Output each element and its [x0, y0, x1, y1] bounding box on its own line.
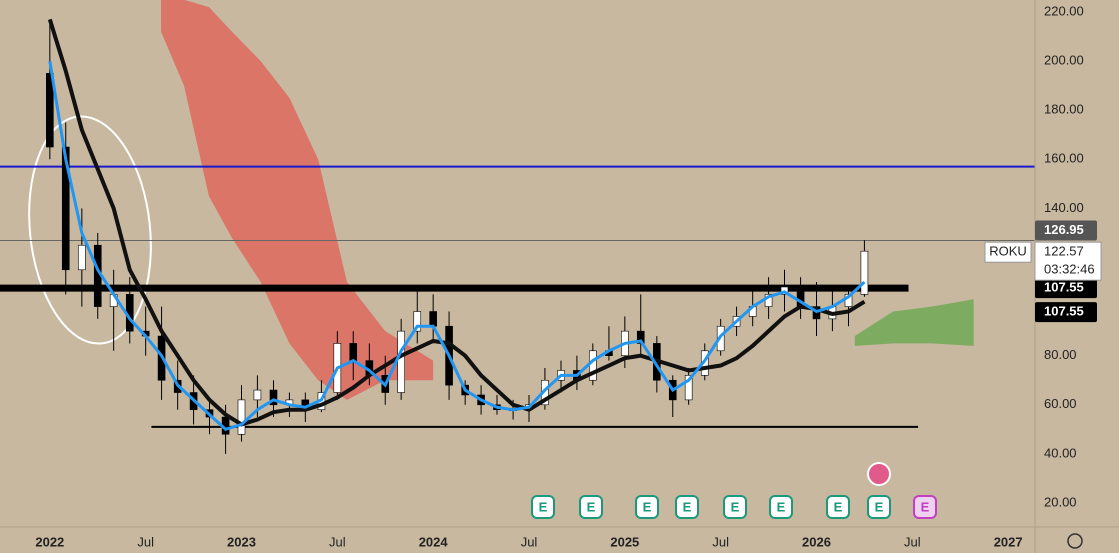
- price-marker-label: 126.95: [1044, 222, 1084, 237]
- earnings-label: E: [539, 499, 548, 514]
- price-marker: [1035, 220, 1097, 241]
- x-tick-label: Jul: [137, 534, 154, 549]
- x-tick-label: Jul: [904, 534, 921, 549]
- candle-body: [78, 244, 86, 271]
- price-marker: [1035, 278, 1097, 299]
- candle-body: [397, 330, 405, 393]
- price-marker: [1035, 302, 1097, 323]
- y-tick-label: 80.00: [1044, 347, 1077, 362]
- candle-body: [349, 343, 358, 361]
- price-marker-label: 107.55: [1044, 304, 1084, 319]
- countdown: 03:32:46: [1044, 262, 1095, 277]
- candle-body: [269, 389, 278, 406]
- x-tick-label: 2025: [610, 534, 639, 549]
- earnings-marker: [531, 495, 555, 519]
- y-tick-label: 160.00: [1044, 151, 1084, 166]
- earnings-label: E: [875, 499, 884, 514]
- earnings-label: E: [731, 499, 740, 514]
- y-tick-label: 60.00: [1044, 396, 1077, 411]
- indicator-line: [48, 60, 866, 432]
- earnings-marker: [769, 495, 793, 519]
- candle-body: [61, 146, 70, 271]
- earnings-label: E: [777, 499, 786, 514]
- current-price: 122.57: [1044, 244, 1084, 259]
- x-tick-label: 2027: [994, 534, 1023, 549]
- earnings-marker: [867, 495, 891, 519]
- event-icon: [867, 462, 891, 486]
- settings-icon[interactable]: [1067, 533, 1083, 549]
- x-tick-label: Jul: [329, 534, 346, 549]
- candle-body: [860, 250, 869, 295]
- x-tick-label: Jul: [521, 534, 538, 549]
- x-tick-label: 2024: [419, 534, 449, 549]
- y-tick-label: 20.00: [1044, 494, 1077, 509]
- earnings-marker: [579, 495, 603, 519]
- cloud: [161, 0, 434, 400]
- earnings-marker: [913, 495, 937, 519]
- x-tick-label: 2023: [227, 534, 256, 549]
- earnings-label: E: [921, 499, 930, 514]
- earnings-marker: [826, 495, 850, 519]
- earnings-label: E: [834, 499, 843, 514]
- candle-body: [46, 73, 54, 148]
- earnings-marker: [675, 495, 699, 519]
- candle-body: [684, 375, 693, 401]
- earnings-label: E: [643, 499, 652, 514]
- plot-area: [0, 0, 1035, 454]
- candle-body: [413, 311, 422, 332]
- x-tick-label: 2022: [35, 534, 64, 549]
- earnings-marker: [635, 495, 659, 519]
- price-marker-label: 107.55: [1044, 280, 1084, 295]
- x-tick-label: 2026: [802, 534, 831, 549]
- symbol: ROKU: [989, 244, 1027, 259]
- y-tick-label: 40.00: [1044, 445, 1077, 460]
- current-price-box: [1034, 241, 1102, 281]
- y-tick-label: 140.00: [1044, 200, 1084, 215]
- y-tick-label: 180.00: [1044, 102, 1084, 117]
- x-tick-label: Jul: [712, 534, 729, 549]
- earnings-marker: [723, 495, 747, 519]
- symbol-box: [984, 241, 1032, 263]
- candle-body: [253, 389, 262, 401]
- y-tick-label: 220.00: [1044, 3, 1084, 18]
- earnings-label: E: [683, 499, 692, 514]
- candle-body: [429, 311, 437, 327]
- y-tick-label: 200.00: [1044, 53, 1084, 68]
- indicator-line: [47, 18, 866, 427]
- candle-body: [237, 399, 246, 435]
- earnings-label: E: [587, 499, 596, 514]
- cloud: [854, 299, 974, 346]
